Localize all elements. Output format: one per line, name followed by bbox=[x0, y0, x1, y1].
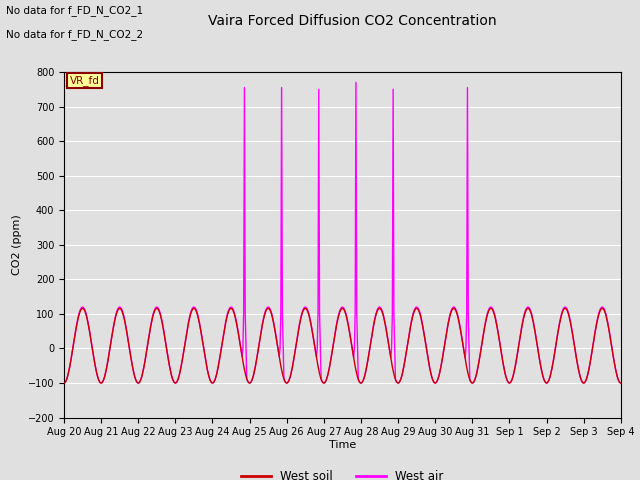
Text: No data for f_FD_N_CO2_2: No data for f_FD_N_CO2_2 bbox=[6, 29, 143, 40]
Y-axis label: CO2 (ppm): CO2 (ppm) bbox=[12, 215, 22, 275]
Text: No data for f_FD_N_CO2_1: No data for f_FD_N_CO2_1 bbox=[6, 5, 143, 16]
Text: Vaira Forced Diffusion CO2 Concentration: Vaira Forced Diffusion CO2 Concentration bbox=[208, 14, 496, 28]
Legend: West soil, West air: West soil, West air bbox=[236, 465, 449, 480]
X-axis label: Time: Time bbox=[329, 440, 356, 450]
Text: VR_fd: VR_fd bbox=[70, 75, 99, 86]
